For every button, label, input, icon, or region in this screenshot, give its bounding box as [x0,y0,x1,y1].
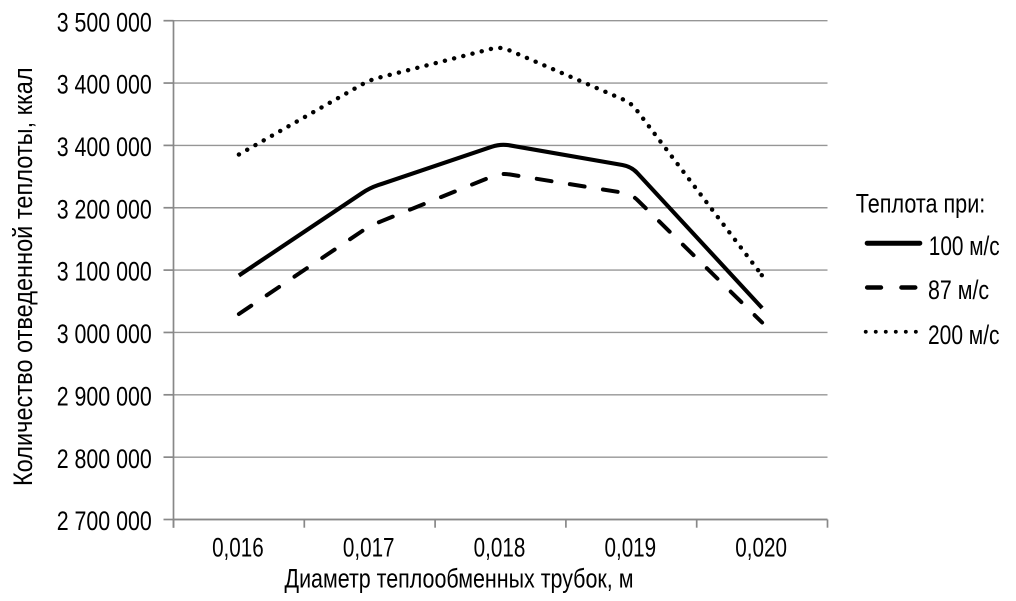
svg-text:Теплота при:: Теплота при: [856,189,985,219]
svg-text:Количество отведенной теплоты,: Количество отведенной теплоты, ккал [9,67,39,486]
svg-text:3 400 000: 3 400 000 [57,70,152,100]
svg-text:2 800 000: 2 800 000 [57,445,152,475]
svg-text:0,017: 0,017 [343,533,395,563]
svg-text:3 400 000: 3 400 000 [57,133,152,163]
svg-text:3 000 000: 3 000 000 [57,320,152,350]
svg-text:0,018: 0,018 [474,533,526,563]
svg-text:3 500 000: 3 500 000 [57,8,152,38]
svg-text:200 м/с: 200 м/с [928,321,1000,351]
svg-text:3 100 000: 3 100 000 [57,257,152,287]
svg-text:0,019: 0,019 [604,533,656,563]
svg-text:Диаметр теплообменных трубок,: Диаметр теплообменных трубок, м [285,564,634,594]
svg-text:0,016: 0,016 [212,533,264,563]
svg-text:0,020: 0,020 [735,533,787,563]
svg-text:87 м/с: 87 м/с [928,276,989,306]
svg-text:2 900 000: 2 900 000 [57,382,152,412]
svg-text:2 700 000: 2 700 000 [57,507,152,537]
svg-text:100 м/с: 100 м/с [929,231,1000,261]
svg-text:3 200 000: 3 200 000 [57,195,152,225]
